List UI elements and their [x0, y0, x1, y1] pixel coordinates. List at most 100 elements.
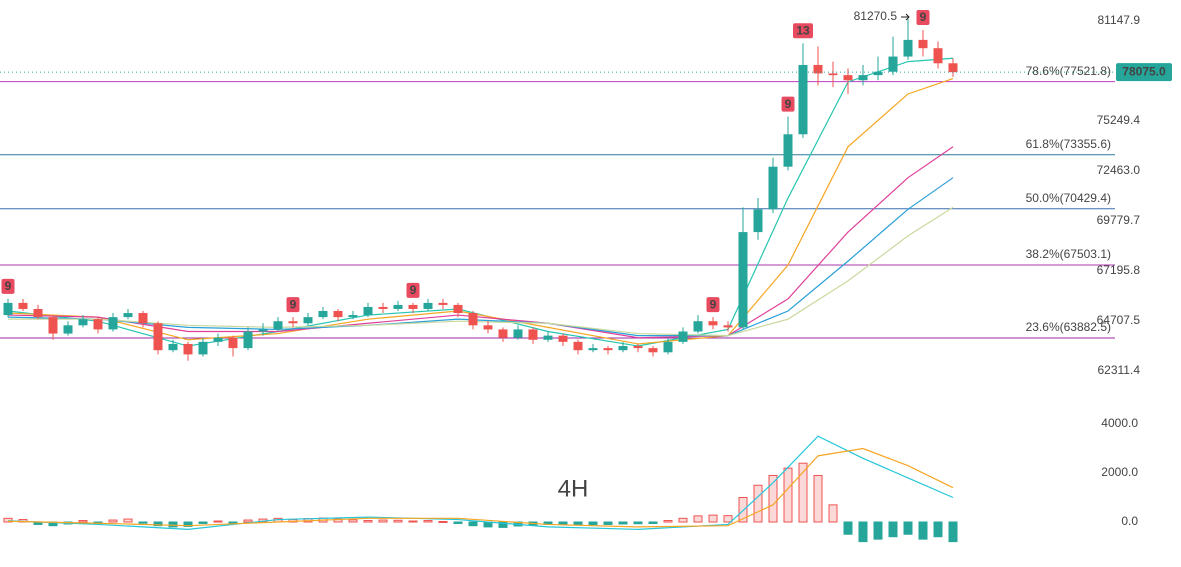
candle-body [48, 317, 58, 334]
candle-body [948, 63, 958, 73]
macd-bar [858, 521, 868, 543]
td-mark-box [706, 297, 720, 313]
macd-bar [153, 521, 163, 527]
candle-body [423, 302, 433, 309]
macd-bar [438, 521, 448, 524]
macd-bar [723, 515, 733, 523]
candle-body [333, 311, 343, 318]
candle-body [138, 313, 148, 324]
candle-body [33, 308, 43, 318]
macd-bar [843, 521, 853, 535]
td-mark-label: 9 [5, 279, 12, 293]
candle-body [888, 56, 898, 72]
candle-body [318, 311, 328, 318]
candle-body [468, 313, 478, 326]
candle-body [513, 329, 523, 338]
macd-bar [378, 519, 388, 523]
candle-body [303, 317, 313, 324]
macd-bar [708, 514, 718, 523]
candle-body [108, 317, 118, 330]
candle-body [438, 302, 448, 305]
macd-bar [183, 521, 193, 527]
candle-body [618, 346, 628, 351]
last-price-label: 78075.0 [1122, 64, 1166, 78]
candle-body [858, 75, 868, 81]
candle-body [3, 302, 13, 316]
fib-label: 61.8%(73355.6) [1026, 137, 1111, 151]
macd-bar [498, 521, 508, 528]
macd-bar [228, 521, 238, 524]
candle-body [168, 343, 178, 351]
macd-bar [558, 521, 568, 525]
td-mark-label: 9 [710, 297, 717, 311]
candle-body [378, 306, 388, 309]
macd-bar [933, 521, 943, 538]
candle-body [573, 341, 583, 351]
candle-body [798, 64, 808, 135]
candle-body [903, 39, 913, 57]
candle-body [753, 209, 763, 233]
y-tick-label: 69779.7 [1097, 213, 1141, 227]
candle-body [843, 75, 853, 81]
td-mark-box [1, 278, 15, 294]
y-tick-label: 75249.4 [1097, 113, 1141, 127]
candle-body [288, 321, 298, 324]
macd-tick-label: 2000.0 [1101, 465, 1138, 479]
macd-bar [573, 521, 583, 526]
y-tick-label: 81147.9 [1098, 13, 1141, 27]
candle-body [393, 304, 403, 309]
candle-body [273, 321, 283, 330]
candle-body [588, 348, 598, 351]
macd-bar [363, 520, 373, 523]
moving-average [8, 206, 954, 337]
candle-body [723, 325, 733, 328]
candle-body [708, 321, 718, 326]
candle-body [198, 341, 208, 355]
macd-bar [633, 521, 643, 525]
macd-bar [423, 520, 433, 523]
interval-label: 4H [558, 475, 589, 502]
macd-bar [393, 519, 403, 523]
macd-bar [243, 519, 253, 523]
td-mark-box [406, 282, 420, 298]
candle-body [483, 325, 493, 330]
macd-bar [888, 521, 898, 538]
macd-bar [948, 521, 958, 543]
macd-bar [873, 521, 883, 540]
macd-bar [783, 467, 793, 523]
macd-bar [918, 521, 928, 540]
peak-label: 81270.5 [854, 9, 898, 23]
candle-body [153, 323, 163, 351]
fib-label: 23.6%(63882.5) [1026, 320, 1111, 334]
candle-body [678, 331, 688, 342]
macd-bar [603, 521, 613, 525]
macd-bar [588, 521, 598, 526]
candle-body [768, 166, 778, 210]
td-mark-box [286, 297, 300, 313]
td-mark-box [781, 96, 795, 112]
y-tick-label: 67195.8 [1097, 263, 1141, 277]
candle-body [363, 306, 373, 316]
macd-bar [798, 462, 808, 523]
td-mark-label: 9 [410, 283, 417, 297]
macd-bar [618, 521, 628, 525]
macd-bar [213, 520, 223, 523]
candle-body [243, 331, 253, 349]
y-tick-label: 72463.0 [1097, 163, 1141, 177]
macd-bar [468, 521, 478, 527]
moving-average [7, 77, 954, 345]
td-mark-label: 9 [920, 10, 927, 24]
candle-body [213, 337, 223, 342]
macd-line [7, 447, 954, 528]
candle-body [663, 341, 673, 353]
candle-body [123, 313, 133, 318]
td-mark-box [793, 23, 813, 39]
fib-label: 38.2%(67503.1) [1026, 247, 1111, 261]
macd-bar [348, 519, 358, 523]
candle-body [258, 329, 268, 332]
fib-label: 78.6%(77521.8) [1026, 64, 1111, 78]
candle-body [813, 64, 823, 74]
candle-body [453, 304, 463, 314]
td-mark-label: 9 [290, 297, 297, 311]
